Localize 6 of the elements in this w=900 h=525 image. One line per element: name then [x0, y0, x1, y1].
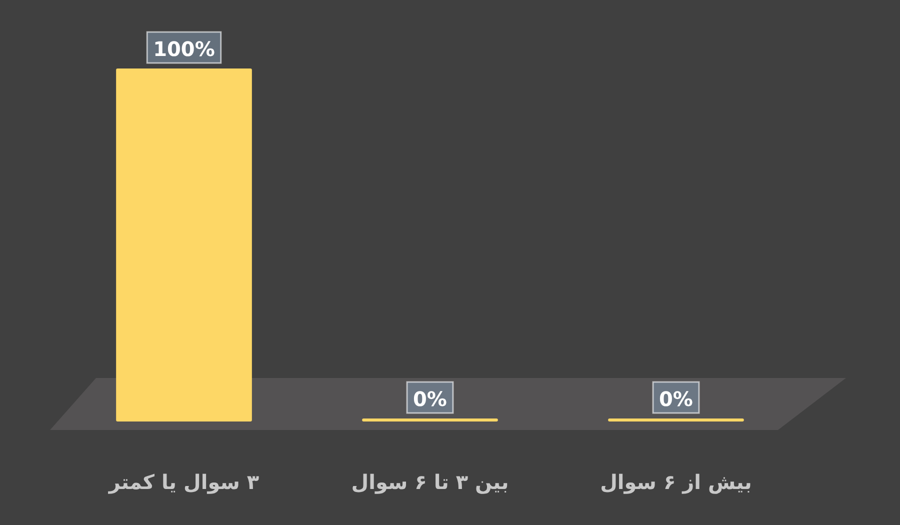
x-tick-label: بیش از ۶ سوال: [600, 470, 752, 494]
x-tick-label: ۳ سوال یا کمتر: [108, 470, 260, 494]
data-label: 100%: [153, 37, 215, 61]
data-label: 0%: [413, 387, 447, 411]
x-tick-label: بین ۳ تا ۶ سوال: [351, 470, 509, 494]
data-label: 0%: [659, 387, 693, 411]
